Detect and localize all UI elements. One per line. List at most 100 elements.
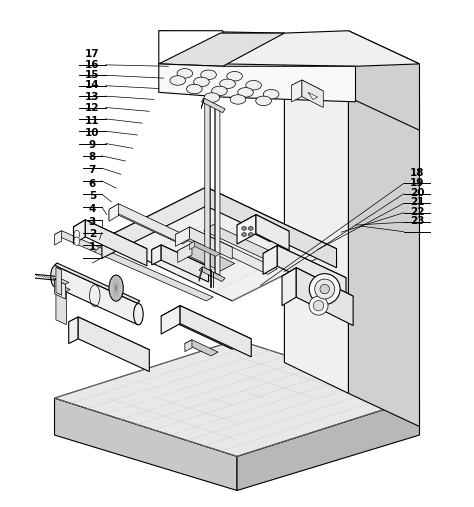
Polygon shape: [56, 267, 62, 295]
Polygon shape: [237, 398, 419, 490]
Text: 4: 4: [89, 204, 96, 214]
Text: 2: 2: [89, 229, 96, 239]
Ellipse shape: [242, 227, 246, 230]
Text: 18: 18: [410, 168, 424, 177]
Ellipse shape: [237, 88, 253, 97]
Polygon shape: [256, 214, 289, 250]
Text: 8: 8: [89, 153, 96, 162]
Polygon shape: [296, 268, 353, 325]
Ellipse shape: [309, 296, 328, 315]
Ellipse shape: [177, 68, 192, 78]
Polygon shape: [178, 243, 192, 263]
Text: 6: 6: [89, 178, 96, 189]
Ellipse shape: [204, 93, 219, 102]
Polygon shape: [284, 33, 348, 393]
Polygon shape: [56, 285, 70, 292]
Polygon shape: [292, 80, 323, 96]
Polygon shape: [55, 277, 69, 284]
Text: 5: 5: [89, 191, 96, 201]
Text: 11: 11: [85, 116, 100, 126]
Ellipse shape: [51, 266, 60, 287]
Polygon shape: [161, 306, 180, 334]
Text: 10: 10: [85, 128, 100, 138]
Polygon shape: [102, 187, 206, 258]
Polygon shape: [109, 204, 192, 244]
Polygon shape: [159, 31, 419, 66]
Text: 14: 14: [85, 81, 100, 90]
Polygon shape: [205, 99, 210, 271]
Polygon shape: [56, 286, 66, 324]
Polygon shape: [55, 231, 62, 245]
Polygon shape: [199, 267, 202, 281]
Polygon shape: [201, 98, 204, 109]
Polygon shape: [175, 227, 232, 255]
Polygon shape: [302, 80, 323, 107]
Text: 15: 15: [85, 70, 100, 80]
Polygon shape: [55, 231, 213, 301]
Polygon shape: [159, 64, 356, 102]
Polygon shape: [206, 187, 337, 268]
Polygon shape: [237, 214, 289, 242]
Polygon shape: [102, 187, 337, 301]
Ellipse shape: [211, 86, 228, 96]
Polygon shape: [190, 241, 220, 257]
Polygon shape: [348, 64, 419, 426]
Polygon shape: [190, 241, 194, 250]
Text: 13: 13: [85, 92, 100, 102]
Ellipse shape: [230, 95, 246, 104]
Polygon shape: [292, 80, 302, 102]
Ellipse shape: [320, 284, 329, 294]
Polygon shape: [55, 398, 237, 490]
Text: 16: 16: [85, 60, 100, 69]
Ellipse shape: [248, 233, 253, 236]
Text: 1: 1: [89, 242, 96, 252]
Ellipse shape: [242, 233, 246, 236]
Ellipse shape: [219, 79, 235, 89]
Polygon shape: [161, 306, 251, 349]
Text: 22: 22: [410, 206, 424, 216]
Polygon shape: [175, 227, 190, 246]
Polygon shape: [215, 104, 220, 275]
Polygon shape: [185, 340, 192, 352]
Text: 19: 19: [410, 178, 424, 188]
Polygon shape: [152, 245, 161, 265]
Polygon shape: [180, 306, 251, 357]
Ellipse shape: [74, 237, 80, 245]
Ellipse shape: [109, 275, 123, 301]
Polygon shape: [55, 340, 419, 456]
Polygon shape: [78, 317, 149, 372]
Polygon shape: [237, 214, 256, 244]
Text: 21: 21: [410, 197, 424, 207]
Text: 17: 17: [85, 49, 100, 59]
Ellipse shape: [186, 84, 202, 94]
Polygon shape: [55, 279, 65, 299]
Polygon shape: [159, 31, 223, 66]
Polygon shape: [263, 245, 346, 286]
Polygon shape: [55, 263, 140, 303]
Ellipse shape: [256, 96, 272, 105]
Polygon shape: [85, 220, 147, 266]
Polygon shape: [199, 267, 225, 281]
Ellipse shape: [246, 81, 262, 90]
Polygon shape: [159, 33, 284, 66]
Text: 3: 3: [89, 217, 96, 227]
Text: 23: 23: [410, 216, 424, 226]
Polygon shape: [282, 268, 296, 306]
Polygon shape: [282, 268, 353, 305]
Polygon shape: [185, 340, 218, 356]
Polygon shape: [190, 227, 232, 259]
Polygon shape: [73, 220, 85, 244]
Polygon shape: [161, 245, 209, 282]
Polygon shape: [204, 225, 280, 262]
Ellipse shape: [309, 274, 340, 305]
Polygon shape: [109, 204, 118, 221]
Polygon shape: [109, 205, 118, 221]
Ellipse shape: [201, 70, 216, 80]
Polygon shape: [73, 220, 147, 256]
Ellipse shape: [263, 90, 279, 99]
Polygon shape: [55, 265, 137, 324]
Ellipse shape: [134, 304, 143, 325]
Polygon shape: [277, 245, 346, 299]
Text: 12: 12: [85, 103, 100, 113]
Polygon shape: [69, 317, 78, 344]
